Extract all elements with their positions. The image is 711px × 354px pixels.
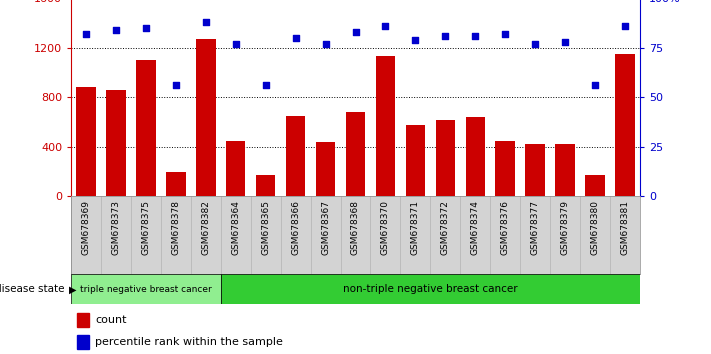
Point bbox=[350, 29, 361, 35]
Bar bbox=[106, 90, 126, 196]
Point bbox=[140, 25, 151, 31]
Bar bbox=[375, 56, 395, 196]
Point bbox=[469, 33, 481, 39]
Point bbox=[589, 82, 601, 88]
Bar bbox=[286, 116, 305, 196]
Text: GSM678380: GSM678380 bbox=[591, 200, 599, 255]
Text: GSM678374: GSM678374 bbox=[471, 200, 480, 255]
Text: triple negative breast cancer: triple negative breast cancer bbox=[80, 285, 212, 294]
Point bbox=[80, 31, 92, 37]
Text: GSM678364: GSM678364 bbox=[231, 200, 240, 255]
Text: GSM678381: GSM678381 bbox=[621, 200, 629, 255]
Bar bbox=[555, 144, 574, 196]
Point bbox=[560, 39, 571, 45]
Bar bbox=[406, 125, 425, 196]
Point bbox=[290, 35, 301, 41]
Text: GSM678377: GSM678377 bbox=[530, 200, 540, 255]
Bar bbox=[226, 141, 245, 196]
Text: GSM678367: GSM678367 bbox=[321, 200, 330, 255]
Text: GSM678379: GSM678379 bbox=[560, 200, 570, 255]
Bar bbox=[196, 39, 215, 196]
Text: count: count bbox=[95, 315, 127, 325]
Bar bbox=[76, 87, 96, 196]
Point bbox=[410, 37, 421, 43]
Bar bbox=[71, 274, 221, 304]
Point bbox=[110, 27, 122, 33]
Point bbox=[500, 31, 511, 37]
Text: GSM678370: GSM678370 bbox=[381, 200, 390, 255]
Text: GSM678366: GSM678366 bbox=[291, 200, 300, 255]
Point bbox=[230, 41, 242, 47]
Bar bbox=[525, 144, 545, 196]
Bar bbox=[466, 117, 485, 196]
Point bbox=[619, 23, 631, 29]
Bar bbox=[221, 274, 640, 304]
Text: GSM678376: GSM678376 bbox=[501, 200, 510, 255]
Bar bbox=[585, 175, 605, 196]
Bar bbox=[346, 112, 365, 196]
Bar bbox=[137, 60, 156, 196]
Bar bbox=[77, 313, 90, 327]
Text: GSM678371: GSM678371 bbox=[411, 200, 420, 255]
Bar bbox=[316, 142, 336, 196]
Bar bbox=[77, 335, 90, 349]
Point bbox=[530, 41, 541, 47]
Text: GSM678382: GSM678382 bbox=[201, 200, 210, 255]
Text: GSM678378: GSM678378 bbox=[171, 200, 181, 255]
Bar bbox=[166, 172, 186, 196]
Text: GSM678373: GSM678373 bbox=[112, 200, 120, 255]
Point bbox=[380, 23, 391, 29]
Text: ▶: ▶ bbox=[69, 284, 77, 295]
Bar bbox=[256, 175, 275, 196]
Point bbox=[170, 82, 181, 88]
Bar bbox=[496, 141, 515, 196]
Bar bbox=[615, 54, 635, 196]
Text: GSM678369: GSM678369 bbox=[82, 200, 90, 255]
Text: GSM678375: GSM678375 bbox=[141, 200, 151, 255]
Point bbox=[200, 19, 211, 25]
Text: GSM678368: GSM678368 bbox=[351, 200, 360, 255]
Text: disease state: disease state bbox=[0, 284, 68, 295]
Bar bbox=[436, 120, 455, 196]
Text: non-triple negative breast cancer: non-triple negative breast cancer bbox=[343, 284, 518, 295]
Point bbox=[439, 33, 451, 39]
Point bbox=[320, 41, 331, 47]
Text: GSM678365: GSM678365 bbox=[261, 200, 270, 255]
Point bbox=[260, 82, 272, 88]
Text: GSM678372: GSM678372 bbox=[441, 200, 450, 255]
Text: percentile rank within the sample: percentile rank within the sample bbox=[95, 337, 283, 347]
